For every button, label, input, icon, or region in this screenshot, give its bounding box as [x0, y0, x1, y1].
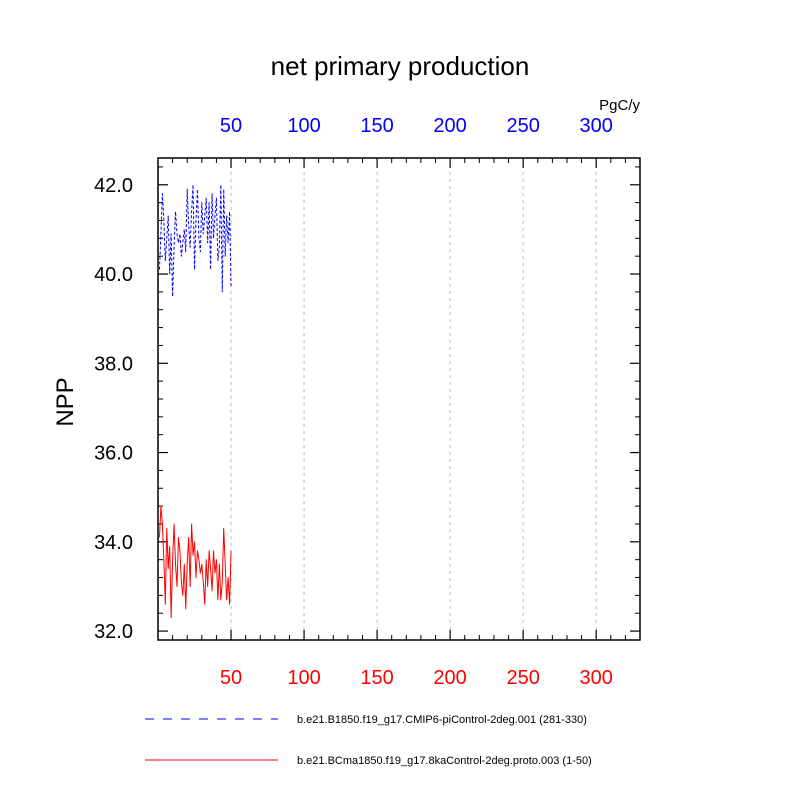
y-tick-label-40.0: 40.0	[94, 264, 133, 286]
y-tick-label-38.0: 38.0	[94, 353, 133, 375]
legend: b.e21.B1850.f19_g17.CMIP6-piControl-2deg…	[145, 714, 592, 767]
y-tick-label-36.0: 36.0	[94, 443, 133, 465]
x-tick-label-top-100: 100	[287, 115, 320, 137]
chart-title: net primary production	[271, 51, 530, 81]
y-axis-label: NPP	[52, 377, 79, 426]
x-tick-label-bottom-200: 200	[433, 667, 466, 689]
legend-label-blue: b.e21.B1850.f19_g17.CMIP6-piControl-2deg…	[297, 714, 587, 726]
vertical-grid	[230, 158, 597, 640]
x-tick-label-bottom-250: 250	[506, 667, 539, 689]
x-tick-label-top-250: 250	[506, 115, 539, 137]
tick-labels: 50 50 100 100 150 150 200 200 250 250 300 300 32.0 34…	[94, 115, 613, 689]
x-tick-label-top-150: 150	[360, 115, 393, 137]
x-tick-label-bottom-100: 100	[287, 667, 320, 689]
y-tick-label-32.0: 32.0	[94, 621, 133, 643]
series-line-8kaControl	[158, 505, 232, 619]
plot-frame	[157, 157, 641, 641]
x-tick-label-bottom-50: 50	[220, 667, 242, 689]
series-line-piControl	[158, 184, 232, 297]
x-tick-label-bottom-300: 300	[579, 667, 612, 689]
units-label: PgC/y	[599, 97, 640, 114]
series-layer	[158, 184, 232, 619]
legend-label-red: b.e21.BCma1850.f19_g17.8kaControl-2deg.p…	[297, 755, 592, 767]
y-tick-label-42.0: 42.0	[94, 175, 133, 197]
x-tick-label-top-200: 200	[433, 115, 466, 137]
x-tick-label-bottom-150: 150	[360, 667, 393, 689]
x-tick-label-top-300: 300	[579, 115, 612, 137]
x-tick-label-top-50: 50	[220, 115, 242, 137]
axis-ticks	[158, 158, 640, 640]
y-tick-label-34.0: 34.0	[94, 532, 133, 554]
